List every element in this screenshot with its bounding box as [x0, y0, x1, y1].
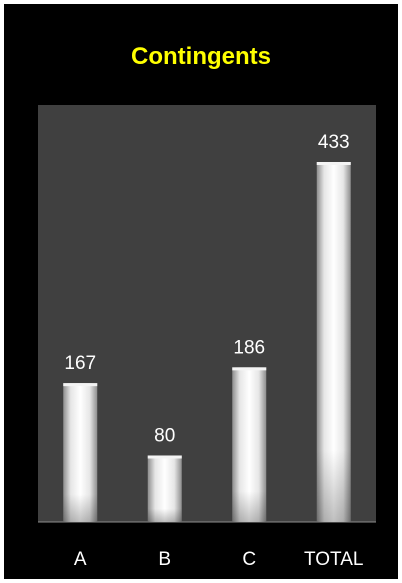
bar-shade-total: [316, 162, 351, 522]
bar-chart: 167 A 80 B 186 C 433 TOTAL: [38, 105, 376, 570]
bar-shade-c: [232, 367, 267, 522]
bar-top-b: [147, 455, 182, 459]
bar-shade-b: [147, 455, 182, 522]
data-label-b: 80: [154, 425, 175, 446]
bar-top-c: [232, 367, 267, 371]
x-tick-label-b: B: [158, 549, 171, 570]
data-label-total: 433: [318, 132, 350, 153]
labels-layer: 167 A 80 B 186 C 433 TOTAL: [64, 132, 363, 570]
bars-layer: [63, 162, 351, 522]
x-tick-label-total: TOTAL: [304, 549, 363, 570]
bar-top-a: [63, 383, 98, 387]
chart-title: Contingents: [131, 43, 271, 70]
data-label-c: 186: [233, 337, 265, 358]
data-label-a: 167: [64, 353, 96, 374]
chart-frame: Contingents 167 A 80 B 186 C 433 TOTAL: [4, 4, 398, 579]
x-tick-label-c: C: [242, 549, 256, 570]
bar-top-total: [316, 162, 351, 165]
x-tick-label-a: A: [74, 549, 87, 570]
bar-shade-a: [63, 383, 98, 522]
